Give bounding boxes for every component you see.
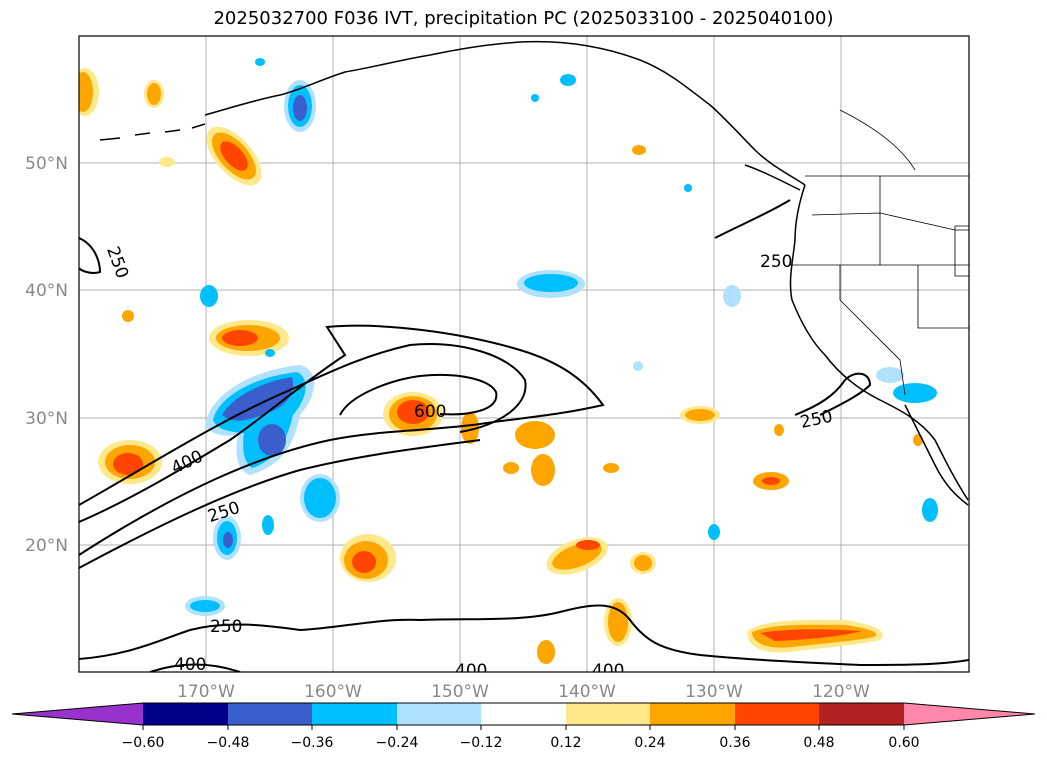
contour-label: 400	[174, 655, 206, 675]
contour-label: 400	[455, 661, 487, 681]
contour-label: 250	[210, 617, 242, 637]
lon-axis: 170°W 160°W 150°W 140°W 130°W 120°W	[177, 682, 870, 702]
lat-tick-label: 30°N	[25, 409, 68, 429]
lon-tick-label: 170°W	[177, 682, 235, 702]
lat-tick-label: 40°N	[25, 281, 68, 301]
colorbar-tick-label: 0.12	[550, 735, 581, 751]
colorbar-swatch	[904, 703, 1035, 725]
colorbar-swatch	[566, 703, 650, 725]
lat-tick-label: 20°N	[25, 536, 68, 556]
colorbar-swatch	[650, 703, 735, 725]
coastlines	[99, 40, 969, 506]
colorbar-tick-label: −0.36	[291, 735, 334, 751]
colorbar-tick-label: 0.24	[634, 735, 665, 751]
borders	[790, 109, 969, 396]
colorbar-swatch	[735, 703, 819, 725]
lon-tick-label: 120°W	[812, 682, 870, 702]
colorbar-tick-label: 0.48	[803, 735, 834, 751]
lon-tick-label: 160°W	[304, 682, 362, 702]
contour-labels: 250 250 250 400 250 600 250 400 400 400	[102, 244, 834, 681]
lon-tick-label: 150°W	[431, 682, 489, 702]
map-title: 2025032700 F036 IVT, precipitation PC (2…	[213, 8, 834, 29]
lat-axis: 20°N 30°N 40°N 50°N	[25, 154, 68, 556]
contour-label: 600	[414, 402, 446, 422]
colorbar-swatch	[12, 703, 143, 725]
ivt-contours	[79, 199, 969, 672]
colorbar-tick-label: −0.24	[376, 735, 419, 751]
colorbar-swatch	[228, 703, 312, 725]
colorbar-swatch	[397, 703, 481, 725]
lon-tick-label: 140°W	[558, 682, 616, 702]
colorbar: −0.60 −0.48 −0.36 −0.24 −0.12 0.12 0.24 …	[11, 702, 1036, 751]
colorbar-tick-label: −0.12	[460, 735, 503, 751]
map-frame	[78, 35, 970, 673]
colorbar-swatch	[312, 703, 397, 725]
colorbar-swatch	[819, 703, 904, 725]
colorbar-swatch	[481, 703, 566, 725]
contour-label: 400	[592, 661, 624, 681]
precip-shading	[79, 58, 938, 664]
lat-tick-label: 50°N	[25, 154, 68, 174]
colorbar-swatch	[143, 703, 228, 725]
lon-tick-label: 130°W	[685, 682, 743, 702]
colorbar-tick-label: −0.48	[207, 735, 250, 751]
colorbar-tick-label: −0.60	[122, 735, 165, 751]
colorbar-tick-label: 0.36	[719, 735, 750, 751]
contour-label: 250	[760, 252, 792, 272]
colorbar-tick-label: 0.60	[888, 735, 919, 751]
